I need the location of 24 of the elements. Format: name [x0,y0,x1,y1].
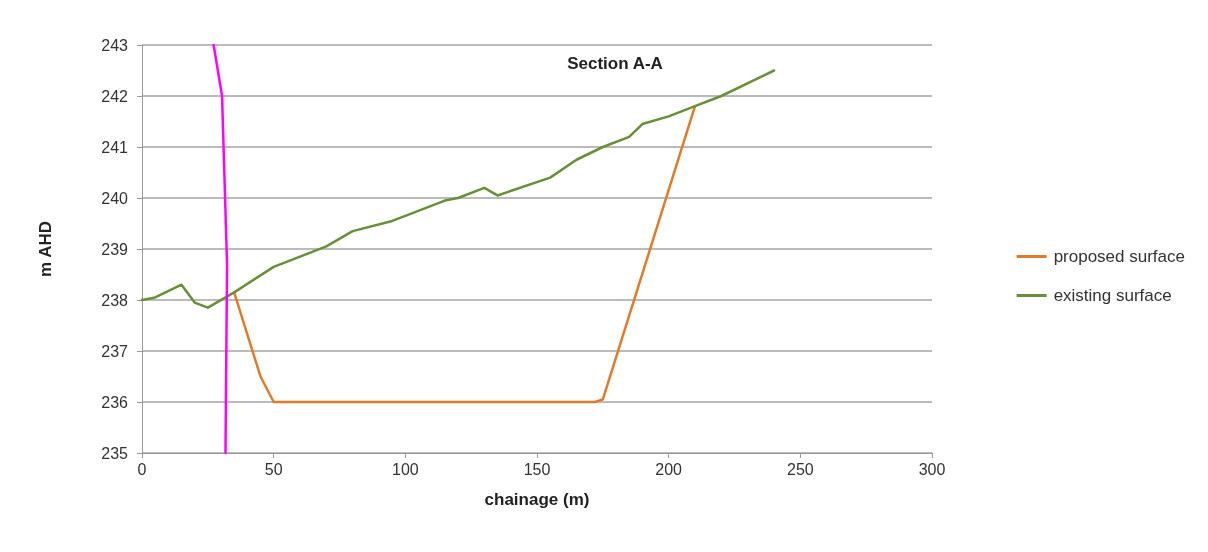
x-tick-label: 300 [918,460,946,478]
x-tick-label: 200 [655,460,683,478]
y-tick-label: 241 [101,138,129,156]
legend-label: proposed surface [1053,247,1186,266]
line-series [140,69,776,309]
y-tick-label: 235 [101,444,129,462]
x-tick-label: 250 [786,460,814,478]
x-tick-label: 50 [264,460,283,478]
x-tick-label: 100 [391,460,419,478]
line-series [232,104,697,404]
line-series [212,43,229,455]
y-tick-label: 238 [101,291,129,309]
y-axis-title: m AHD [36,220,55,278]
y-tick-label: 237 [101,342,129,360]
x-tick-label: 0 [137,460,147,478]
x-axis-title: chainage (m) [484,490,590,509]
y-tick-label: 243 [101,36,129,54]
legend-label: existing surface [1053,286,1172,305]
y-tick-label: 242 [101,87,129,105]
text: Section A-A [567,54,663,73]
y-tick-label: 236 [101,393,129,411]
y-tick-label: 239 [101,240,129,258]
x-tick-label: 150 [523,460,551,478]
y-tick-label: 240 [101,189,129,207]
